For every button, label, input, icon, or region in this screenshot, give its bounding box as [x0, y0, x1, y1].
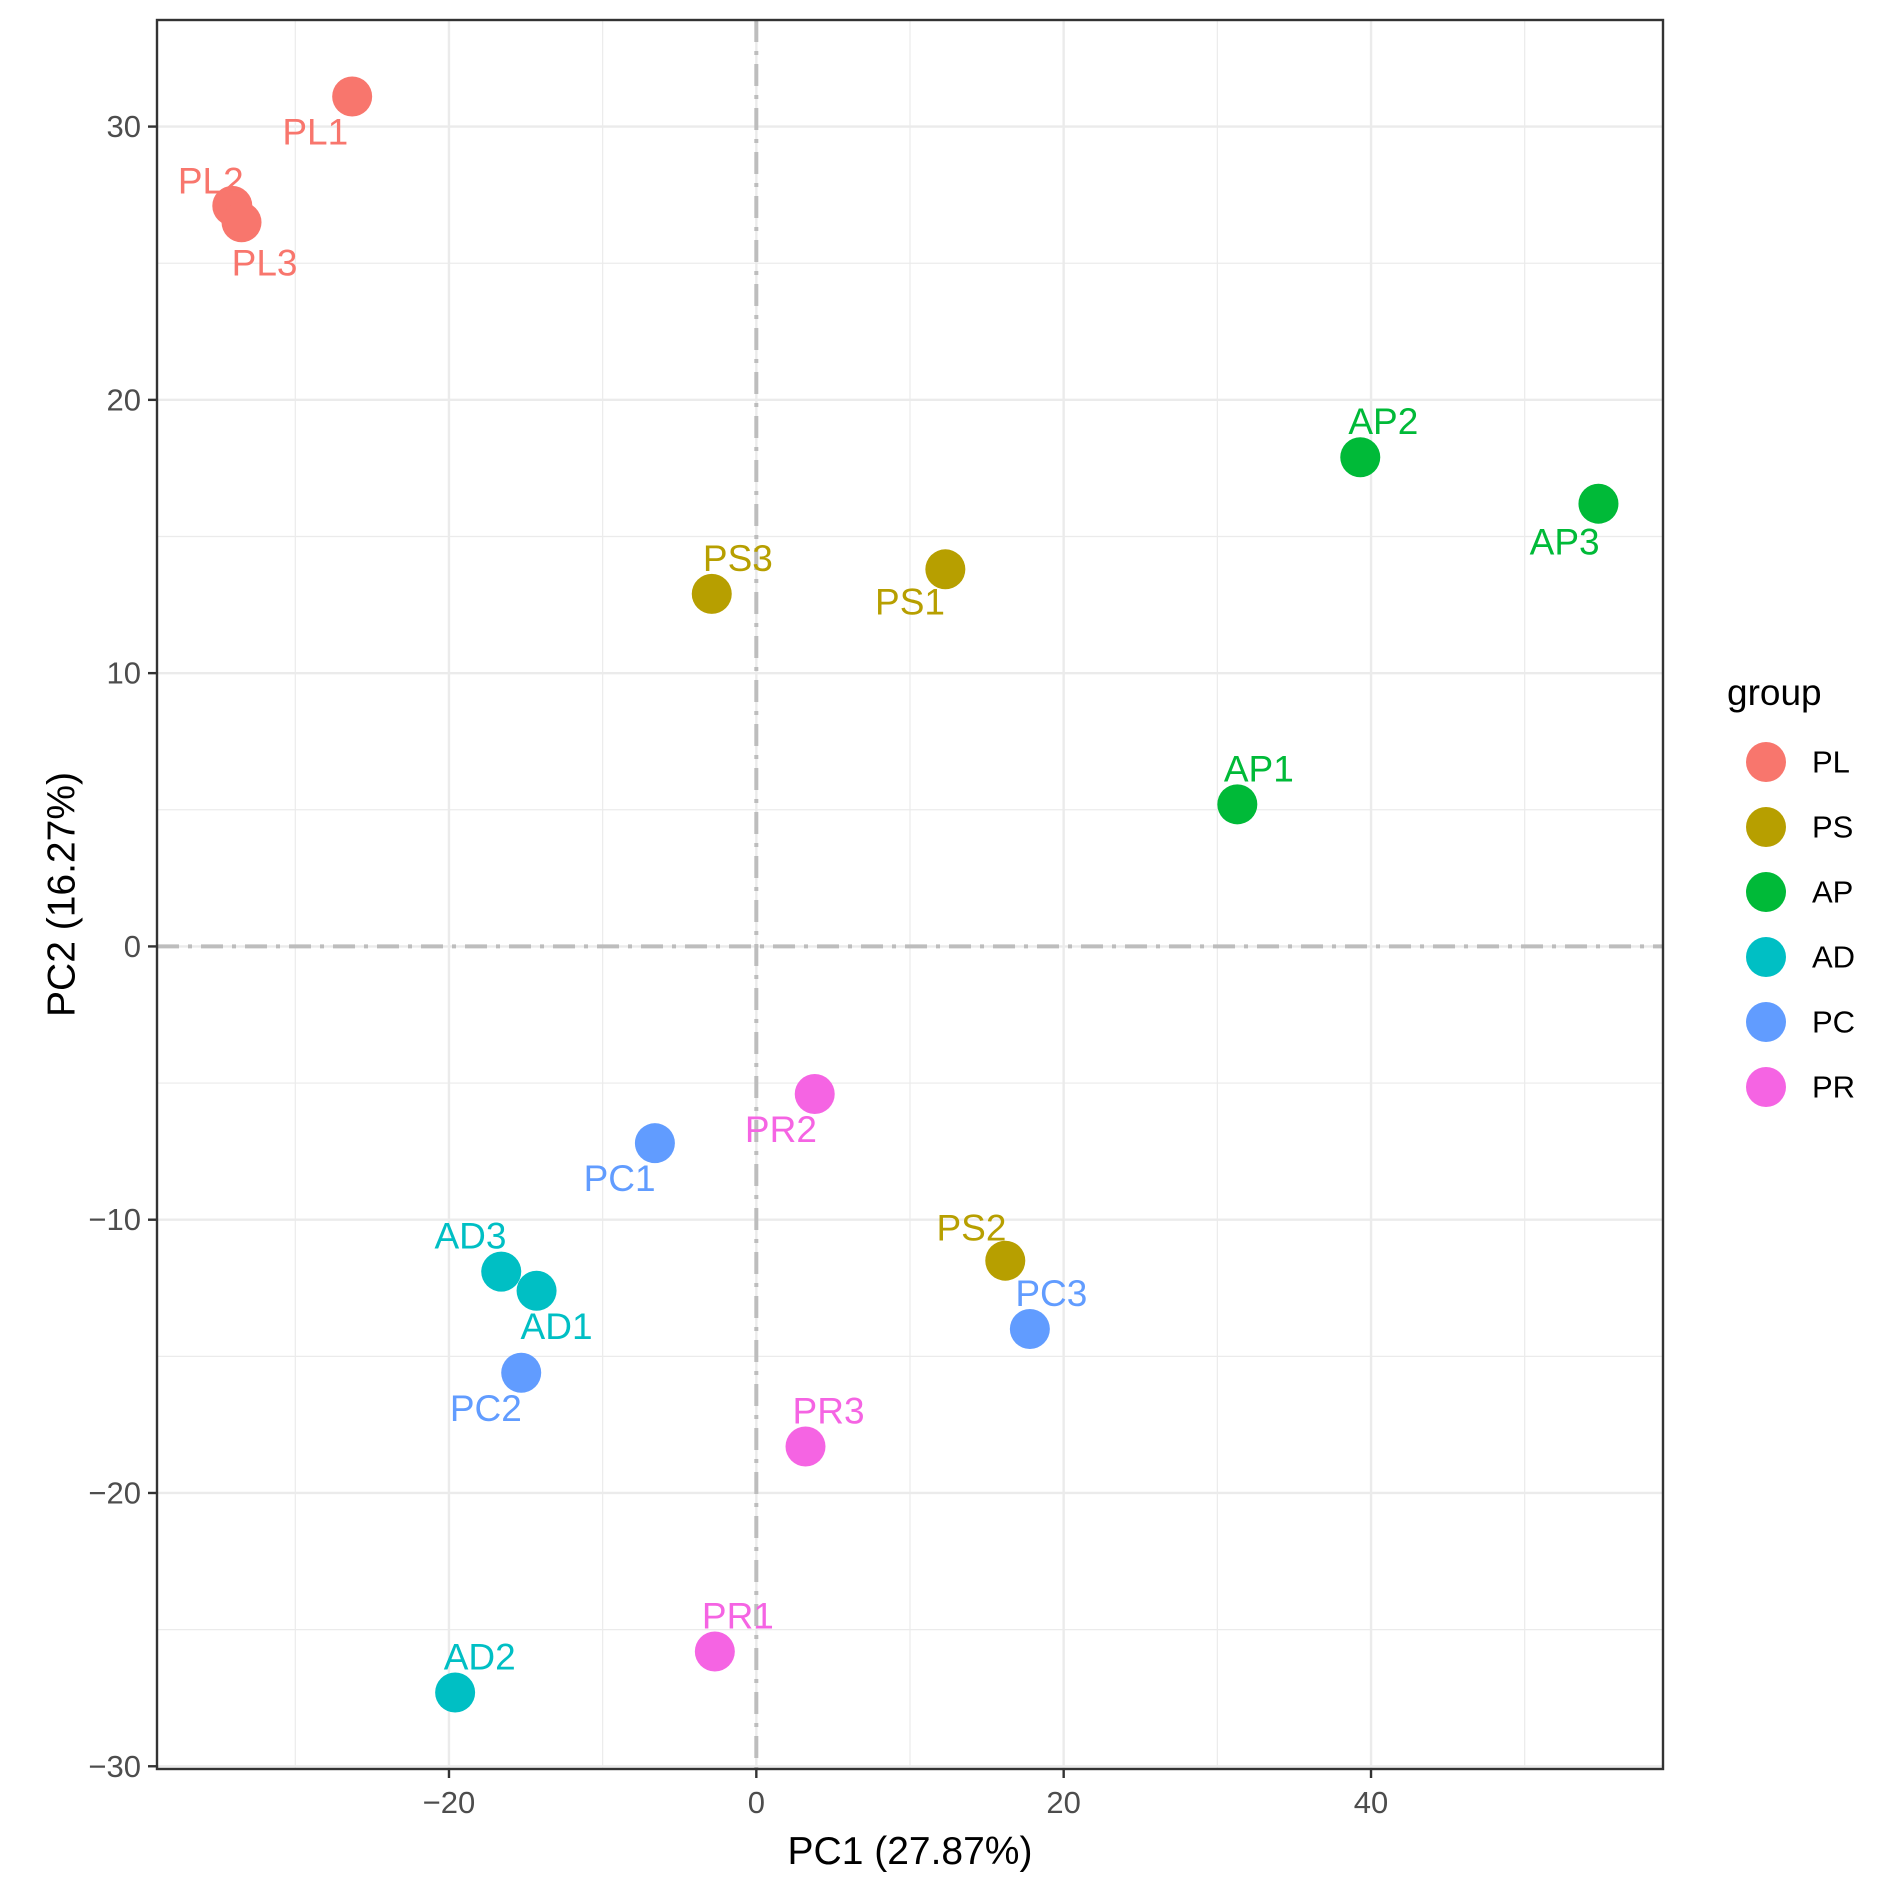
legend: group PL PS AP AD PC PR [1727, 672, 1855, 1107]
y-tick-label: 10 [107, 656, 141, 691]
legend-key-ad [1746, 937, 1786, 977]
point-label-ap2: AP2 [1348, 401, 1418, 442]
legend-label-pl: PL [1812, 745, 1850, 780]
point-label-ad1: AD1 [521, 1306, 593, 1347]
y-axis-title: PC2 (16.27%) [41, 772, 84, 1017]
point-pr1 [694, 1631, 735, 1672]
point-pl3 [221, 202, 262, 243]
point-pr3 [785, 1426, 826, 1467]
point-pl1 [332, 76, 373, 117]
point-label-pr2: PR2 [745, 1109, 817, 1150]
point-ad2 [435, 1672, 476, 1713]
point-label-pr1: PR1 [702, 1595, 774, 1636]
grid-minor [157, 20, 1663, 1769]
point-label-ad2: AD2 [444, 1636, 516, 1677]
data-points [212, 76, 1619, 1713]
point-label-pc1: PC1 [584, 1158, 656, 1199]
point-label-ad3: AD3 [435, 1216, 507, 1257]
legend-key-pl [1746, 742, 1786, 782]
legend-label-ap: AP [1812, 875, 1853, 910]
y-tick-label: 0 [124, 929, 141, 964]
point-label-ps3: PS3 [703, 538, 773, 579]
point-ad3 [481, 1251, 522, 1292]
y-tick-label: 30 [107, 109, 141, 144]
point-label-pl1: PL1 [282, 112, 348, 153]
point-label-ps1: PS1 [875, 582, 945, 623]
legend-label-pc: PC [1812, 1005, 1855, 1040]
point-ps3 [691, 573, 732, 614]
reference-lines [157, 20, 1663, 1769]
x-axis-title: PC1 (27.87%) [788, 1830, 1033, 1873]
y-tick-label: 20 [107, 382, 141, 417]
point-pc3 [1009, 1309, 1050, 1350]
point-ap1 [1217, 784, 1258, 825]
legend-title: group [1727, 672, 1822, 713]
y-tick-label: −10 [88, 1202, 141, 1237]
legend-label-pr: PR [1812, 1070, 1855, 1105]
x-tick-label: 40 [1354, 1785, 1388, 1820]
point-label-pl2: PL2 [178, 161, 244, 202]
x-axis-ticks: −20 0 20 40 [423, 1769, 1388, 1820]
point-ad1 [516, 1270, 557, 1311]
point-label-ps2: PS2 [937, 1207, 1007, 1248]
legend-key-pc [1746, 1002, 1786, 1042]
x-tick-label: −20 [423, 1785, 476, 1820]
point-ps1 [925, 549, 966, 590]
x-tick-label: 20 [1046, 1785, 1080, 1820]
point-ps2 [985, 1240, 1026, 1281]
point-ap3 [1578, 483, 1619, 524]
point-label-ap3: AP3 [1530, 521, 1600, 562]
legend-key-ap [1746, 872, 1786, 912]
point-pr2 [794, 1073, 835, 1114]
y-tick-label: −20 [88, 1475, 141, 1510]
x-tick-label: 0 [748, 1785, 765, 1820]
point-label-pc3: PC3 [1015, 1273, 1087, 1314]
legend-key-ps [1746, 807, 1786, 847]
point-label-pc2: PC2 [450, 1388, 522, 1429]
legend-key-pr [1746, 1067, 1786, 1107]
point-labels: PL1 PL2 PL3 PS1 PS2 PS3 AP1 AP2 AP3 AD1 AD2 AD3 PC1 P… [178, 112, 1600, 1678]
legend-label-ps: PS [1812, 810, 1853, 845]
point-label-pl3: PL3 [232, 243, 298, 284]
point-pc2 [501, 1352, 542, 1393]
y-tick-label: −30 [88, 1749, 141, 1784]
legend-label-ad: AD [1812, 940, 1855, 975]
point-label-pr3: PR3 [793, 1391, 865, 1432]
y-axis-ticks: −30 −20 −10 0 10 20 30 [88, 109, 157, 1784]
point-ap2 [1340, 437, 1381, 478]
panel-border [155, 18, 1665, 1771]
point-pc1 [634, 1123, 675, 1164]
point-label-ap1: AP1 [1224, 748, 1294, 789]
